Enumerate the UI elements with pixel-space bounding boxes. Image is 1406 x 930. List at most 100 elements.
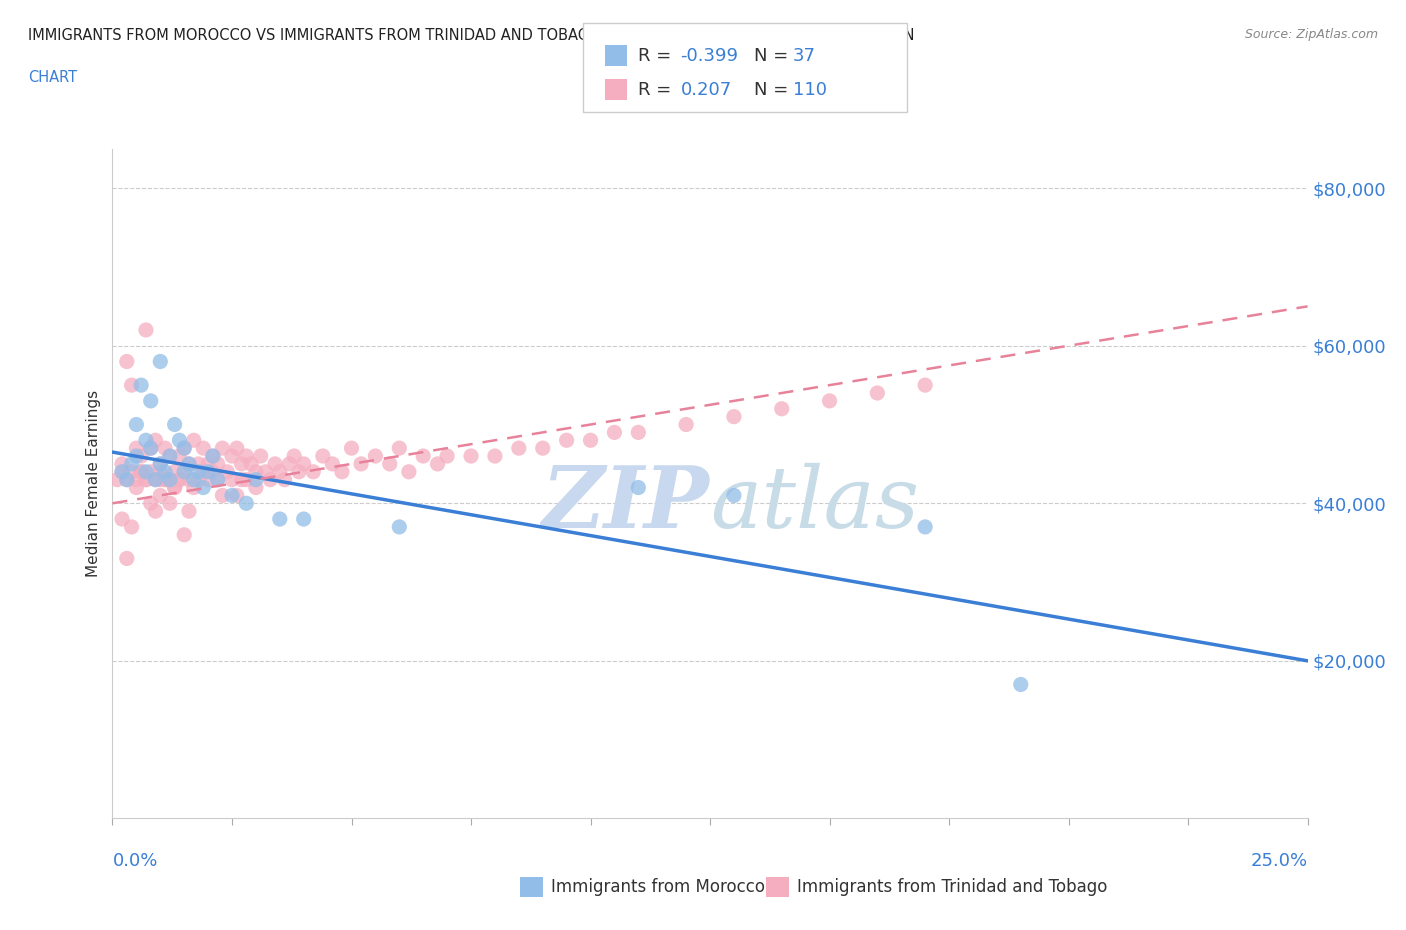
Point bbox=[145, 472, 167, 487]
Point bbox=[139, 441, 162, 456]
Point bbox=[579, 432, 602, 447]
Point bbox=[169, 472, 191, 487]
Point bbox=[914, 378, 936, 392]
Point bbox=[231, 457, 253, 472]
Point bbox=[163, 480, 186, 495]
Point bbox=[115, 472, 138, 487]
Point bbox=[312, 448, 335, 463]
Point bbox=[330, 464, 353, 479]
Point bbox=[129, 378, 152, 392]
Point bbox=[129, 464, 152, 479]
Point bbox=[159, 472, 181, 487]
Point bbox=[187, 457, 209, 472]
Point bbox=[129, 448, 152, 463]
Text: 0.207: 0.207 bbox=[681, 81, 731, 99]
Point bbox=[675, 417, 697, 432]
Point bbox=[159, 448, 181, 463]
Point bbox=[388, 520, 411, 535]
Point bbox=[235, 448, 257, 463]
Point bbox=[125, 441, 148, 456]
Point bbox=[183, 432, 205, 447]
Point bbox=[211, 488, 233, 503]
Point bbox=[245, 472, 267, 487]
Point bbox=[723, 409, 745, 424]
Point bbox=[288, 464, 311, 479]
Point bbox=[269, 464, 291, 479]
Point bbox=[149, 457, 172, 472]
Point bbox=[145, 504, 167, 519]
Point bbox=[121, 457, 143, 472]
Point bbox=[914, 520, 936, 535]
Point bbox=[149, 457, 172, 472]
Point bbox=[135, 472, 157, 487]
Point bbox=[221, 448, 243, 463]
Point bbox=[350, 457, 373, 472]
Point bbox=[245, 464, 267, 479]
Point bbox=[135, 472, 157, 487]
Point bbox=[770, 402, 793, 417]
Point bbox=[139, 464, 162, 479]
Point bbox=[173, 441, 195, 456]
Point bbox=[159, 448, 181, 463]
Text: R =: R = bbox=[638, 46, 678, 64]
Point bbox=[129, 464, 152, 479]
Text: 110: 110 bbox=[793, 81, 827, 99]
Point bbox=[321, 457, 343, 472]
Point bbox=[340, 441, 363, 456]
Y-axis label: Median Female Earnings: Median Female Earnings bbox=[86, 390, 101, 578]
Text: N =: N = bbox=[754, 46, 793, 64]
Point bbox=[201, 448, 224, 463]
Point bbox=[173, 527, 195, 542]
Point bbox=[378, 457, 401, 472]
Point bbox=[177, 457, 200, 472]
Point bbox=[866, 386, 889, 401]
Point bbox=[201, 448, 224, 463]
Point bbox=[183, 480, 205, 495]
Text: N =: N = bbox=[754, 81, 793, 99]
Point bbox=[115, 551, 138, 565]
Point bbox=[139, 441, 162, 456]
Text: Immigrants from Trinidad and Tobago: Immigrants from Trinidad and Tobago bbox=[797, 878, 1108, 897]
Point bbox=[531, 441, 554, 456]
Text: Source: ZipAtlas.com: Source: ZipAtlas.com bbox=[1244, 28, 1378, 41]
Point bbox=[135, 323, 157, 338]
Point bbox=[302, 464, 325, 479]
Point bbox=[273, 472, 295, 487]
Point bbox=[207, 472, 229, 487]
Point bbox=[153, 441, 176, 456]
Point bbox=[245, 480, 267, 495]
Point bbox=[225, 488, 247, 503]
Point bbox=[259, 472, 281, 487]
Point bbox=[1010, 677, 1032, 692]
Text: 25.0%: 25.0% bbox=[1250, 852, 1308, 870]
Point bbox=[169, 448, 191, 463]
Point bbox=[217, 464, 239, 479]
Point bbox=[169, 472, 191, 487]
Point bbox=[105, 472, 128, 487]
Point bbox=[264, 457, 287, 472]
Point bbox=[163, 417, 186, 432]
Point bbox=[211, 441, 233, 456]
Point bbox=[818, 393, 841, 408]
Point bbox=[159, 496, 181, 511]
Point bbox=[269, 512, 291, 526]
Point bbox=[149, 488, 172, 503]
Point bbox=[201, 464, 224, 479]
Text: IMMIGRANTS FROM MOROCCO VS IMMIGRANTS FROM TRINIDAD AND TOBAGO MEDIAN FEMALE EAR: IMMIGRANTS FROM MOROCCO VS IMMIGRANTS FR… bbox=[28, 28, 915, 43]
Point bbox=[221, 472, 243, 487]
Point bbox=[603, 425, 626, 440]
Point bbox=[254, 464, 277, 479]
Point bbox=[197, 472, 219, 487]
Text: atlas: atlas bbox=[710, 462, 920, 545]
Point bbox=[193, 441, 215, 456]
Point bbox=[183, 472, 205, 487]
Point bbox=[436, 448, 458, 463]
Point bbox=[187, 472, 209, 487]
Point bbox=[292, 512, 315, 526]
Point bbox=[163, 480, 186, 495]
Point bbox=[111, 512, 134, 526]
Text: -0.399: -0.399 bbox=[681, 46, 738, 64]
Point bbox=[555, 432, 578, 447]
Point bbox=[225, 441, 247, 456]
Point bbox=[111, 457, 134, 472]
